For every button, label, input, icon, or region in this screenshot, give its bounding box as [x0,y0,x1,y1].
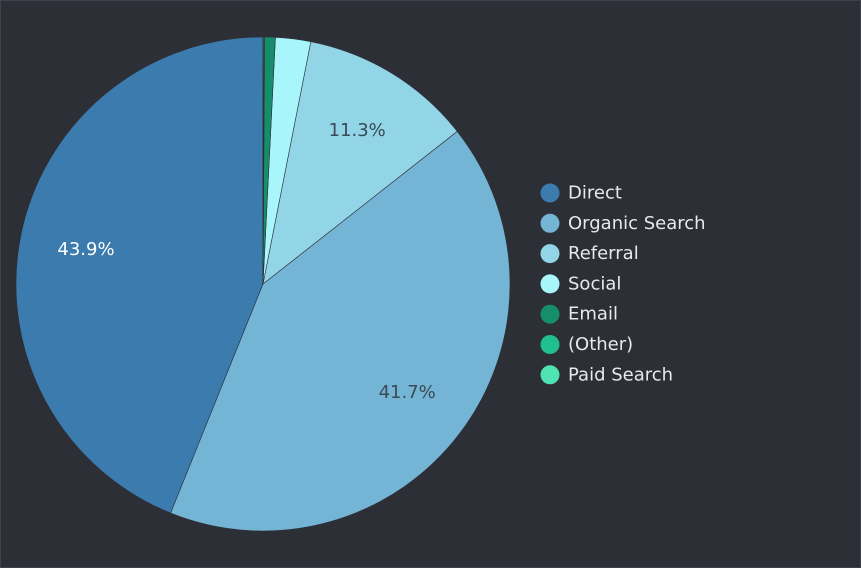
legend-swatch [540,183,560,203]
legend-label: Social [568,273,621,294]
legend-label: Referral [568,243,639,264]
pie-slice-referral[interactable] [262,41,458,285]
legend-label: Direct [568,183,622,204]
legend-item-referral[interactable]: Referral [540,243,639,264]
slice-value-label: 41.7% [379,382,436,403]
legend-swatch [540,213,560,233]
legend-swatch [540,335,560,354]
slice-labels: 43.9% 41.7% 11.3% [57,120,435,403]
legend-label: Paid Search [568,364,673,385]
slice-value-label: 11.3% [329,120,386,141]
pie-slices [15,36,511,532]
legend-label: (Other) [568,334,633,355]
legend-label: Email [568,304,618,325]
legend: Direct Organic Search Referral Social Email (… [540,183,706,385]
legend-item-other[interactable]: (Other) [540,334,634,355]
legend-item-organic-search[interactable]: Organic Search [540,213,706,234]
legend-item-social[interactable]: Social [540,273,622,294]
legend-item-direct[interactable]: Direct [540,183,622,204]
legend-item-paid-search[interactable]: Paid Search [540,364,674,385]
legend-label: Organic Search [568,213,706,234]
pie-slice-direct[interactable] [15,36,264,514]
legend-swatch [540,244,560,264]
pie-slice-organic-search[interactable] [170,130,511,532]
legend-swatch [540,304,560,324]
legend-item-email[interactable]: Email [540,304,618,325]
legend-swatch [540,365,560,385]
legend-swatch [540,274,560,294]
slice-value-label: 43.9% [57,239,114,260]
pie-slice-paid-search[interactable] [262,36,265,285]
